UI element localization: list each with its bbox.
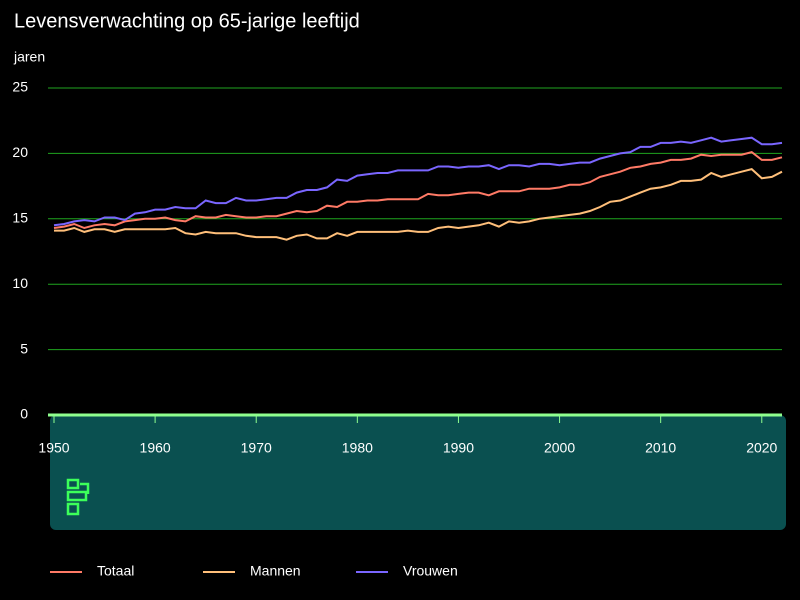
y-tick-label: 5	[20, 340, 28, 356]
y-tick-label: 15	[12, 210, 28, 226]
y-tick-label: 25	[12, 79, 28, 95]
legend-label: Totaal	[97, 563, 134, 579]
series-line	[53, 151, 783, 230]
y-tick-label: 10	[12, 275, 28, 291]
chart-title: Levensverwachting op 65-jarige leeftijd	[14, 10, 360, 32]
x-tick-label: 2000	[544, 440, 575, 456]
x-tick-label: 1980	[342, 440, 373, 456]
series-line	[53, 136, 783, 227]
x-tick-label: 1970	[241, 440, 272, 456]
series-line	[54, 167, 783, 241]
x-tick-label: 1960	[140, 440, 171, 456]
x-tick-label: 2020	[746, 440, 777, 456]
legend-label: Vrouwen	[403, 563, 458, 579]
x-tick-label: 1950	[38, 440, 69, 456]
legend-label: Mannen	[250, 563, 301, 579]
footer-band	[50, 415, 786, 530]
logo	[66, 478, 90, 516]
y-tick-label: 0	[20, 406, 28, 422]
x-tick-label: 1990	[443, 440, 474, 456]
y-axis-label: jaren	[13, 49, 45, 65]
x-tick-label: 2010	[645, 440, 676, 456]
y-tick-label: 20	[12, 144, 28, 160]
